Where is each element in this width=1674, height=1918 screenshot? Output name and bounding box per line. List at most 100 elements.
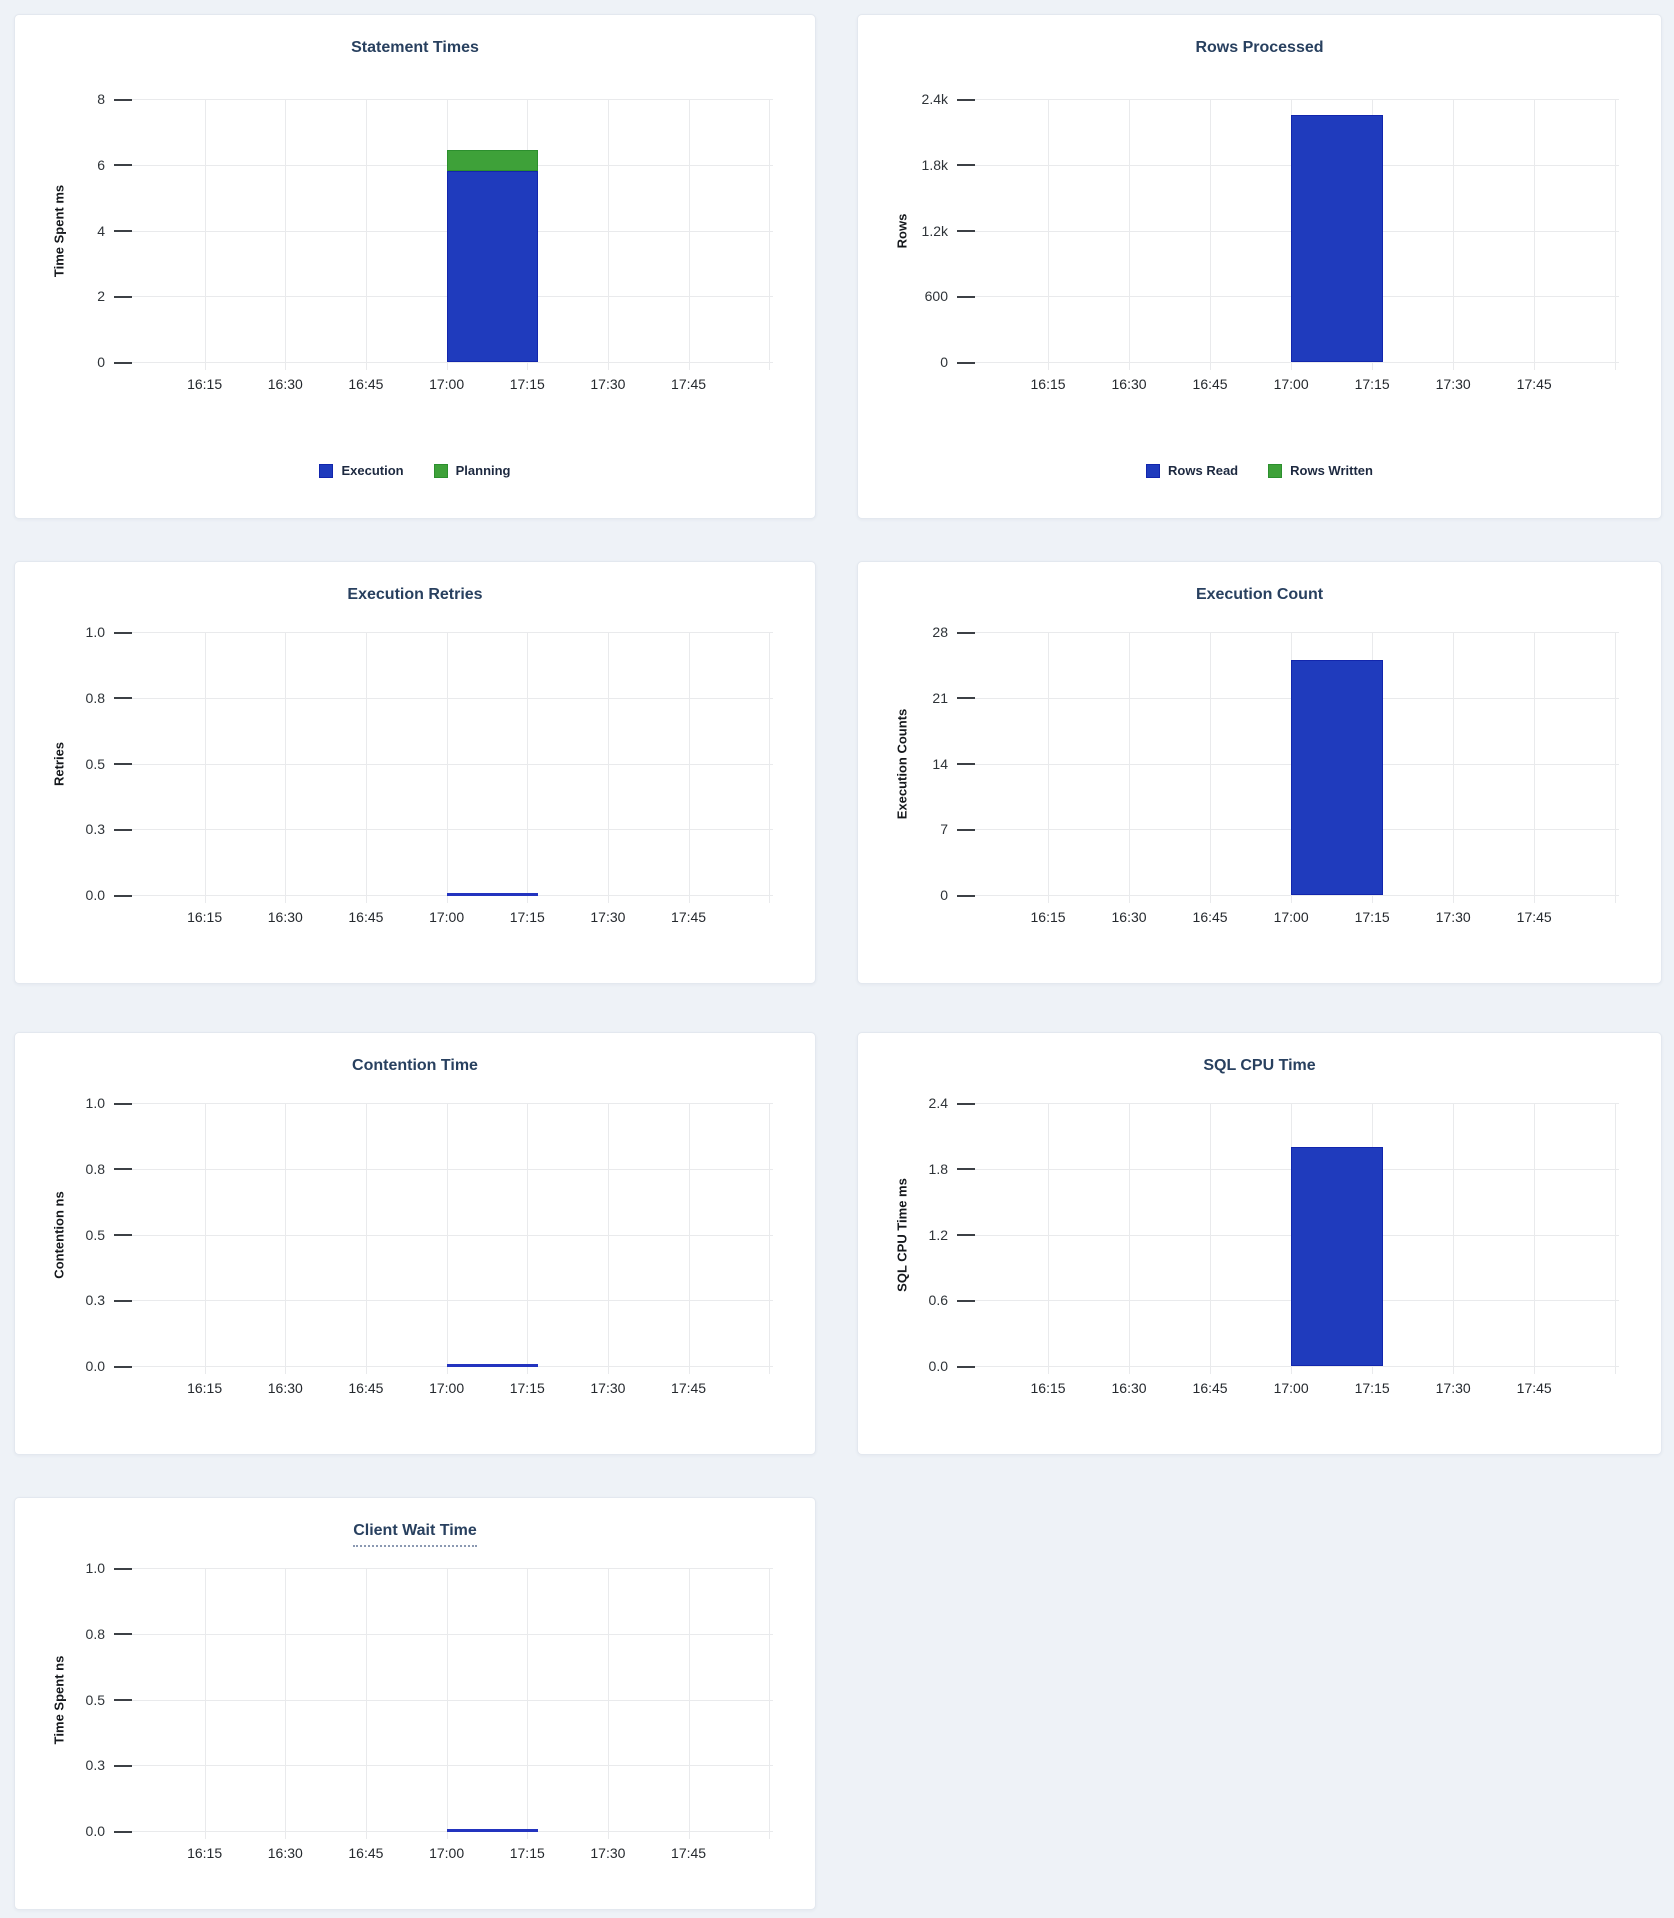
y-axis-tick <box>114 1764 132 1767</box>
y-tick-label: 0.3 <box>85 1757 105 1774</box>
bar-segment-sql-cpu-time <box>1291 1146 1383 1366</box>
legend-swatch <box>433 463 448 478</box>
y-axis-tick <box>114 164 132 167</box>
x-tick-label: 17:30 <box>590 1845 626 1861</box>
x-tick-label: 17:30 <box>590 909 626 925</box>
v-gridline <box>1453 99 1455 370</box>
y-axis-tick <box>957 1234 975 1236</box>
y-axis-tick <box>957 697 975 700</box>
chart-title: Contention Time <box>15 1057 815 1075</box>
x-tick-label: 17:45 <box>671 1380 707 1396</box>
h-gridline <box>957 697 1619 699</box>
v-gridline <box>365 1568 367 1839</box>
v-gridline <box>527 632 529 903</box>
v-gridline <box>285 1568 287 1839</box>
y-tick-label: 1.2k <box>921 222 948 239</box>
legend-item-planning[interactable]: Planning <box>433 463 511 478</box>
y-tick-label: 4 <box>97 222 105 239</box>
y-tick-label: 0.8 <box>85 1160 105 1177</box>
x-tick-label: 16:30 <box>267 909 303 925</box>
chart-card-execution-retries: Execution Retries Retries 1.0 0.8 0.5 0.3 0.… <box>14 561 816 984</box>
chart-plot-area: 2.4 1.8 1.2 0.6 0.0 16:15 16:30 16:45 17:00 17:15… <box>929 1095 1619 1396</box>
chart-title: SQL CPU Time <box>858 1057 1661 1075</box>
v-gridline <box>1129 1103 1131 1374</box>
legend-label: Planning <box>455 463 511 478</box>
x-tick-label: 17:45 <box>1516 376 1552 392</box>
h-gridline <box>114 895 773 896</box>
x-tick-label: 16:15 <box>1030 909 1066 925</box>
x-tick-label: 16:45 <box>1192 376 1228 392</box>
y-tick-label: 2 <box>97 288 105 305</box>
chart-title: Client Wait Time <box>15 1522 815 1547</box>
legend-item-rows-read[interactable]: Rows Read <box>1146 463 1238 478</box>
x-tick-label: 17:00 <box>1273 1380 1309 1396</box>
h-gridline <box>114 1234 773 1236</box>
y-axis-tick <box>114 1699 132 1701</box>
v-gridline <box>607 632 609 903</box>
v-gridline <box>1453 632 1455 903</box>
v-gridline <box>688 1103 690 1374</box>
v-gridline <box>1129 632 1131 903</box>
v-gridline <box>1534 1103 1536 1374</box>
x-tick-label: 16:15 <box>187 1380 223 1396</box>
x-tick-label: 17:45 <box>671 1845 707 1861</box>
chart-title-text: SQL CPU Time <box>1203 1057 1316 1074</box>
x-tick-label: 16:30 <box>267 1380 303 1396</box>
h-gridline <box>114 1699 773 1701</box>
y-tick-label: 1.0 <box>85 1095 105 1111</box>
h-gridline <box>114 1300 773 1302</box>
x-tick-label: 17:15 <box>509 376 545 392</box>
v-gridline <box>204 99 206 370</box>
y-tick-label: 0.8 <box>85 1625 105 1642</box>
y-axis-tick <box>957 1102 975 1105</box>
y-axis-tick <box>114 828 132 831</box>
chart-title-text: Execution Count <box>1195 586 1324 603</box>
x-tick-label: 16:45 <box>348 909 384 925</box>
x-tick-label: 17:30 <box>590 1380 626 1396</box>
y-tick-label: 2.4k <box>921 91 948 107</box>
h-gridline <box>114 230 773 232</box>
h-gridline <box>114 1765 773 1767</box>
h-gridline <box>114 632 773 633</box>
x-tick-label: 17:30 <box>1435 376 1471 392</box>
y-tick-label: 28 <box>932 624 948 640</box>
y-tick-label: 1.8k <box>921 156 948 173</box>
chart-plot-area: 1.0 0.8 0.5 0.3 0.0 16:15 16:30 16:45 17:00 17:15… <box>86 1560 773 1861</box>
chart-card-contention-time: Contention Time Contention ns 1.0 0.8 0.5 0… <box>14 1032 816 1455</box>
v-gridline <box>365 1103 367 1374</box>
x-tick-label: 16:30 <box>1111 376 1147 392</box>
chart-title-text[interactable]: Client Wait Time <box>353 1522 477 1547</box>
v-gridline <box>1048 632 1050 903</box>
x-tick-label: 17:15 <box>1354 909 1390 925</box>
bar-segment-planning <box>446 149 538 172</box>
y-tick-label: 0 <box>940 887 948 903</box>
v-gridline <box>1615 1103 1617 1374</box>
chart-plot-area: 1.0 0.8 0.5 0.3 0.0 16:15 16:30 16:45 17:00 17:15… <box>86 1095 773 1396</box>
h-gridline <box>957 362 1619 363</box>
y-axis-tick <box>957 295 975 298</box>
chart-plot-area: 28 21 14 7 0 16:15 16:30 16:45 17:00 17:15 17:30 17… <box>932 624 1619 925</box>
y-axis-tick <box>114 230 132 232</box>
y-axis-tick <box>957 164 975 167</box>
h-gridline <box>957 1366 1619 1367</box>
y-tick-label: 7 <box>940 821 948 838</box>
v-gridline <box>688 99 690 370</box>
v-gridline <box>607 1103 609 1374</box>
bar-segment-execution <box>446 171 538 362</box>
x-tick-label: 16:30 <box>267 376 303 392</box>
h-gridline <box>957 1168 1619 1170</box>
y-axis-tick <box>114 1168 132 1171</box>
v-gridline <box>1534 632 1536 903</box>
x-tick-label: 17:45 <box>1516 1380 1552 1396</box>
legend-swatch <box>1146 463 1161 478</box>
legend-item-rows-written[interactable]: Rows Written <box>1268 463 1373 478</box>
h-gridline <box>957 230 1619 232</box>
h-gridline <box>957 1300 1619 1302</box>
v-gridline <box>1534 99 1536 370</box>
h-gridline <box>114 296 773 298</box>
x-tick-label: 16:15 <box>1030 1380 1066 1396</box>
chart-card-sql-cpu-time: SQL CPU Time SQL CPU Time ms 2.4 1.8 1.2 0.… <box>857 1032 1662 1455</box>
h-gridline <box>957 164 1619 166</box>
legend-item-execution[interactable]: Execution <box>319 463 404 478</box>
h-gridline <box>957 1103 1619 1104</box>
